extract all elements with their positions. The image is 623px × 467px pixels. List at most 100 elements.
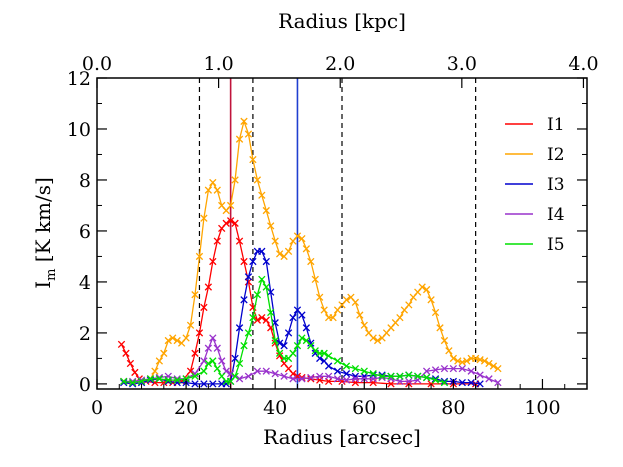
guide-lines: [198, 78, 477, 389]
data-point: [293, 232, 302, 240]
data-point: [485, 375, 493, 383]
y-tick-label: 0: [79, 374, 91, 396]
data-point: [267, 222, 275, 230]
data-point: [422, 367, 431, 375]
y-tick-label: 4: [79, 272, 91, 294]
data-point: [463, 357, 471, 365]
data-point: [182, 375, 190, 383]
x-tick-label: 80: [441, 397, 465, 419]
data-point: [275, 352, 284, 360]
data-point: [324, 372, 333, 380]
data-point: [298, 334, 306, 342]
data-point: [258, 247, 266, 256]
y-tick-label: 2: [79, 323, 91, 345]
data-point: [235, 135, 244, 143]
data-point: [258, 191, 266, 199]
data-point: [126, 359, 135, 368]
data-point: [307, 373, 315, 382]
data-point: [422, 373, 431, 382]
data-point: [280, 342, 288, 350]
data-point: [271, 237, 279, 245]
data-point: [369, 370, 377, 378]
data-point: [422, 285, 431, 294]
data-point: [222, 219, 230, 227]
data-point: [342, 376, 351, 384]
data-point: [324, 352, 333, 360]
data-point: [164, 376, 172, 384]
data-point: [333, 367, 342, 375]
data-point: [253, 367, 262, 375]
data-point: [262, 367, 270, 375]
y-axis-title: Im [K km/s]: [31, 177, 59, 289]
data-point: [351, 375, 360, 383]
data-point: [191, 370, 199, 378]
data-point: [204, 359, 213, 368]
data-point: [298, 234, 306, 243]
data-point: [449, 364, 458, 373]
data-point: [191, 349, 199, 357]
data-point: [226, 217, 235, 225]
data-point: [231, 219, 239, 227]
x-tick-label: 0: [91, 397, 103, 419]
data-point: [387, 372, 395, 380]
data-point: [173, 375, 181, 383]
data-point: [458, 378, 466, 387]
data-point: [445, 347, 453, 355]
data-point: [151, 367, 159, 375]
legend-label: I5: [547, 235, 565, 255]
data-point: [160, 349, 168, 357]
data-point: [209, 257, 217, 266]
data-point: [235, 237, 244, 245]
data-point: [204, 283, 213, 291]
data-point: [324, 362, 333, 370]
data-point: [186, 321, 195, 329]
data-point: [458, 364, 466, 373]
data-point: [396, 313, 404, 322]
data-point: [122, 349, 130, 357]
data-point: [213, 364, 221, 373]
data-point: [298, 375, 306, 383]
x-tick-label: 40: [263, 397, 287, 419]
data-point: [431, 366, 440, 374]
data-point: [284, 247, 293, 256]
data-point: [117, 340, 126, 349]
data-point: [240, 296, 248, 304]
data-point: [431, 376, 440, 384]
data-point: [378, 371, 386, 379]
data-point: [436, 324, 444, 332]
data-point: [311, 347, 319, 355]
data-point: [249, 313, 257, 322]
data-point: [418, 283, 426, 291]
data-point: [489, 362, 498, 370]
data-point: [244, 329, 253, 337]
top-tick-label: 1.0: [203, 53, 233, 75]
data-point: [467, 378, 475, 387]
data-point: [191, 291, 199, 299]
data-point: [333, 375, 342, 383]
data-point: [169, 334, 177, 342]
data-point: [271, 370, 279, 378]
series-line: [123, 119, 499, 384]
data-point: [226, 370, 235, 378]
data-point: [342, 362, 351, 370]
series-line: [123, 336, 499, 384]
data-point: [249, 257, 257, 266]
data-point: [240, 257, 248, 266]
data-point: [262, 257, 270, 266]
x-axis-title: Radius [arcsec]: [263, 425, 421, 449]
y-tick-label: 12: [67, 68, 91, 90]
data-point: [427, 296, 435, 304]
data-point: [271, 336, 279, 345]
series-line: [123, 277, 445, 384]
data-point: [311, 275, 319, 284]
data-point: [360, 367, 368, 375]
series-I2: [120, 117, 502, 387]
data-point: [369, 334, 377, 342]
data-point: [405, 377, 413, 386]
data-point: [204, 344, 213, 352]
data-point: [120, 378, 128, 387]
data-point: [267, 308, 275, 317]
data-point: [200, 214, 208, 222]
data-point: [449, 354, 458, 363]
